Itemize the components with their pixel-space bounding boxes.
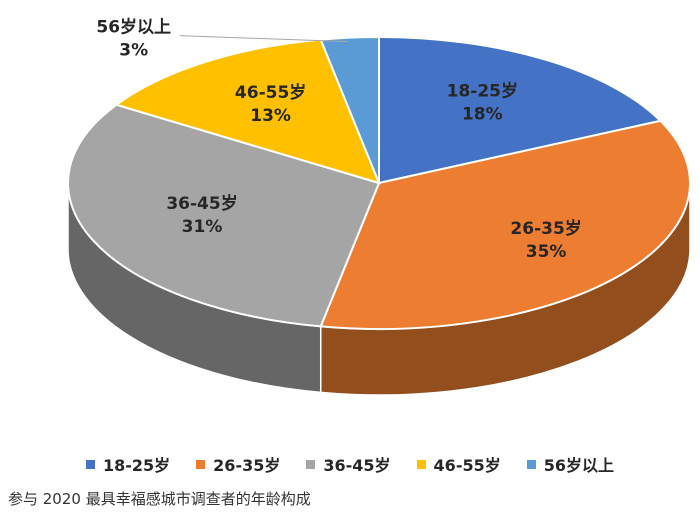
legend-item-2: 36-45岁 xyxy=(306,452,391,476)
legend-label-4: 56岁以上 xyxy=(543,456,615,475)
slice-value-label-4: 3% xyxy=(119,41,148,61)
pie-slice-4 xyxy=(319,35,380,184)
slice-value-label-0: 18% xyxy=(462,105,503,125)
legend-swatch-3 xyxy=(416,459,426,469)
slice-value-label-1: 35% xyxy=(526,242,567,262)
legend-label-3: 46-55岁 xyxy=(433,456,501,475)
pie-chart: 18-25岁 18% 26-35岁 35% 36-45岁 31% 46-55岁 13% 56岁以… xyxy=(67,17,691,396)
legend-swatch-0 xyxy=(85,459,95,469)
legend: 18-25岁 26-35岁 36-45岁 46-55岁 56岁以上 xyxy=(0,452,700,476)
slice-category-label-2: 36-45岁 xyxy=(166,193,237,214)
legend-swatch-4 xyxy=(526,459,536,469)
legend-label-2: 36-45岁 xyxy=(323,456,391,475)
legend-item-0: 18-25岁 xyxy=(85,452,171,476)
slice-category-label-0: 18-25岁 xyxy=(447,81,518,102)
slice-category-label-1: 26-35岁 xyxy=(510,218,581,239)
pie-slice-1 xyxy=(319,119,691,330)
pie-labels: 18-25岁 18% 26-35岁 35% 36-45岁 31% 46-55岁 13% 56岁以… xyxy=(96,17,581,262)
slice-value-label-3: 13% xyxy=(250,106,291,126)
legend-label-0: 18-25岁 xyxy=(102,456,171,475)
legend-item-3: 46-55岁 xyxy=(416,452,501,476)
pie-tops xyxy=(67,35,691,330)
slice-category-label-3: 46-55岁 xyxy=(235,82,306,103)
slice-value-label-2: 31% xyxy=(182,217,223,237)
legend-swatch-2 xyxy=(306,459,316,469)
pie-slice-3 xyxy=(114,38,381,185)
legend-swatch-1 xyxy=(196,459,206,469)
legend-item-4: 56岁以上 xyxy=(526,452,615,476)
slice-category-label-4: 56岁以上 xyxy=(96,17,171,38)
pie-slice-0 xyxy=(378,35,663,185)
chart-caption: 参与 2020 最具幸福感城市调查者的年龄构成 xyxy=(8,490,311,508)
legend-label-1: 26-35岁 xyxy=(213,456,281,475)
leader-line-4 xyxy=(179,35,348,43)
legend-item-1: 26-35岁 xyxy=(196,452,280,476)
